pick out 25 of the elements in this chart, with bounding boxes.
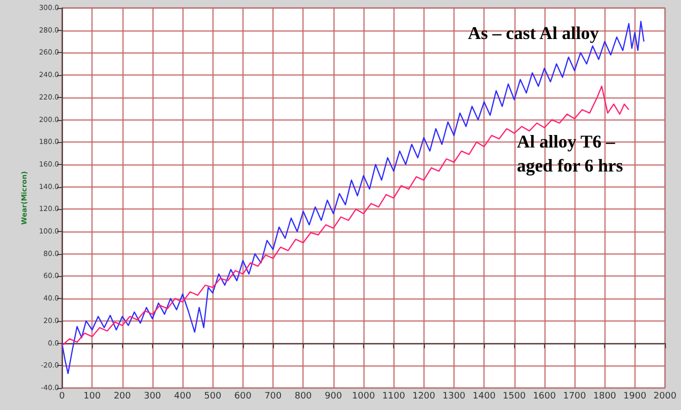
x-tick-label: 100 — [84, 392, 102, 402]
x-tick-label: 900 — [324, 392, 342, 402]
line-series — [61, 86, 630, 346]
x-tick-label: 1100 — [382, 392, 406, 402]
x-tick-label: 400 — [174, 392, 192, 402]
x-tick-label: 300 — [144, 392, 162, 402]
x-tick-label: 1200 — [412, 392, 436, 402]
line-series — [61, 20, 644, 374]
x-tick-label: 200 — [114, 392, 132, 402]
x-tick-label: 1000 — [352, 392, 376, 402]
series-label: As – cast Al alloy — [468, 23, 599, 43]
x-tick-label: 800 — [294, 392, 312, 402]
x-tick-label: 600 — [234, 392, 252, 402]
x-tick-label: 1700 — [563, 392, 586, 402]
series-label: Al alloy T6 – aged for 6 hrs — [516, 132, 623, 176]
x-tick-label: 1600 — [532, 392, 556, 402]
x-tick-label: 2000 — [654, 392, 677, 402]
x-tick-label: 1300 — [442, 392, 466, 402]
x-tick-label: 1400 — [472, 392, 496, 402]
x-tick-label: 1800 — [593, 392, 616, 402]
x-tick-label: 500 — [204, 392, 222, 402]
x-tick-label: 700 — [264, 392, 282, 402]
x-tick-label: 1500 — [502, 392, 526, 402]
x-tick-label: 1900 — [623, 392, 647, 402]
x-tick-label: 0 — [59, 392, 66, 402]
